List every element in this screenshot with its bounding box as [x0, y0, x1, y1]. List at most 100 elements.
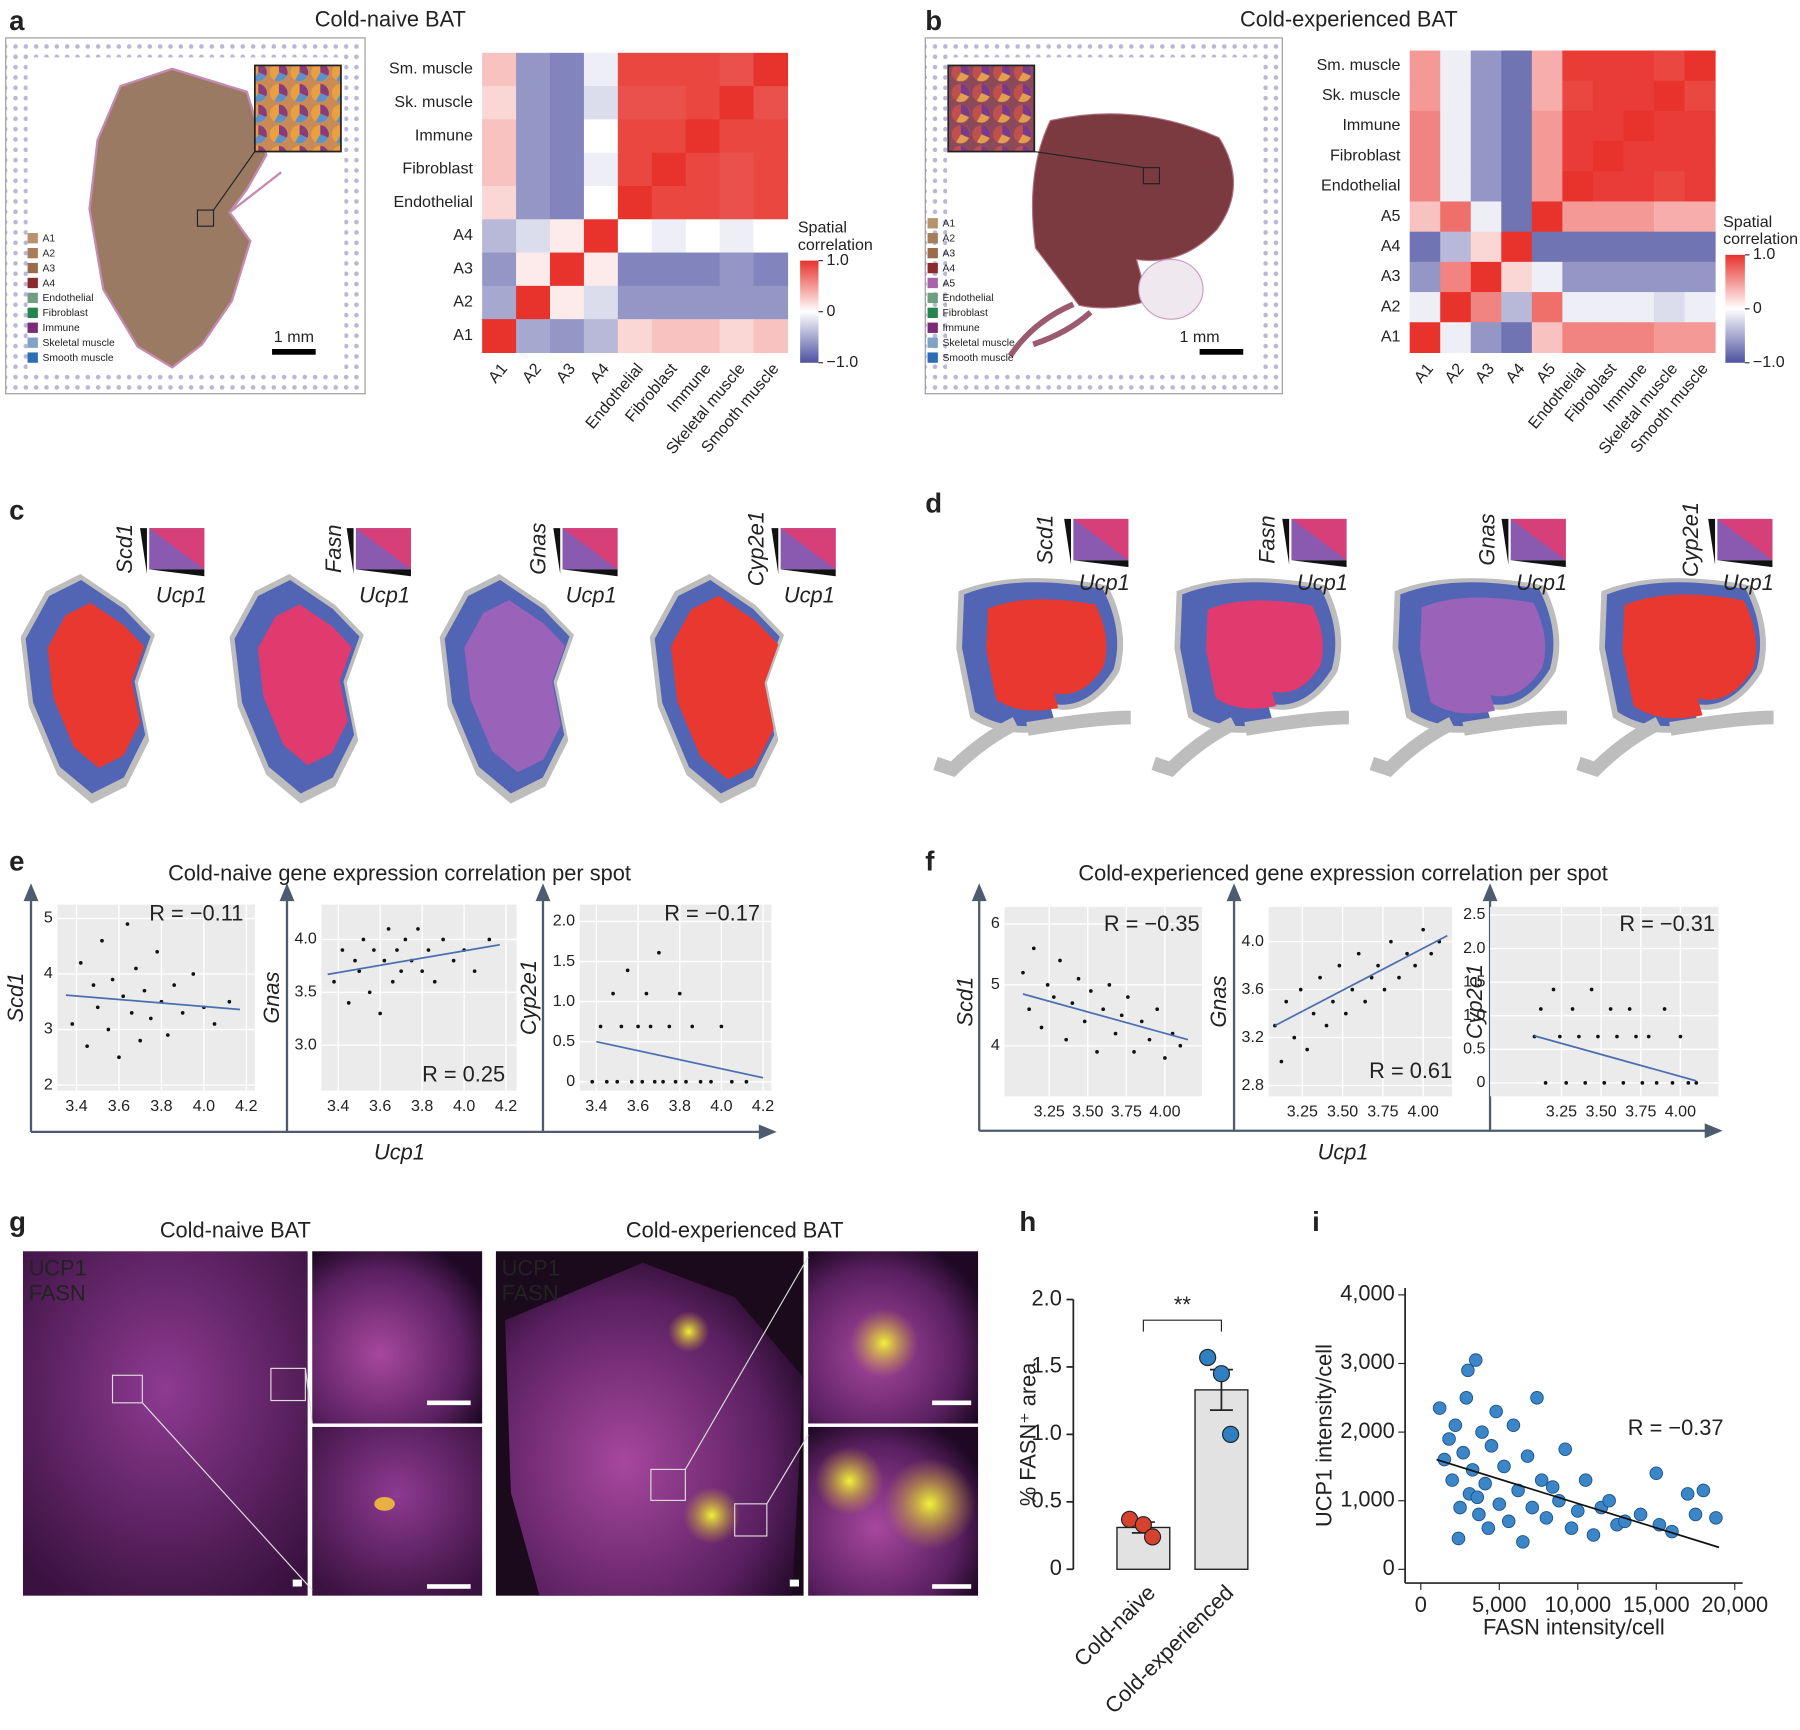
point — [1571, 1504, 1585, 1518]
heatmap-cell — [617, 119, 653, 154]
point — [1543, 1081, 1548, 1085]
heatmap-cell — [1501, 322, 1533, 354]
point — [420, 969, 424, 974]
heatmap-cell — [550, 219, 585, 254]
color-key — [1064, 518, 1072, 565]
legend-label: Fibroblast — [942, 308, 987, 319]
x-tick-label: 10,000 — [1544, 1592, 1611, 1617]
point — [648, 1024, 653, 1029]
point — [1089, 989, 1093, 993]
colorbar-tick-label: −1.0 — [1753, 353, 1785, 371]
point — [1570, 1007, 1575, 1011]
point — [1445, 1473, 1459, 1487]
point — [1119, 1013, 1124, 1018]
heatmap-cell — [1684, 292, 1716, 323]
point — [1456, 1445, 1470, 1460]
heatmap-cell — [719, 185, 755, 220]
point — [611, 991, 615, 996]
fit-line — [1022, 993, 1189, 1041]
heatmap-cell — [1592, 231, 1625, 263]
heatmap-cell — [1501, 231, 1533, 263]
heatmap-cell — [1653, 80, 1686, 112]
r-label: R = −0.31 — [1619, 911, 1715, 936]
heatmap-cell — [482, 319, 517, 354]
heatmap-cell — [1440, 141, 1472, 172]
heatmap-cell — [1653, 171, 1686, 203]
color-key — [149, 569, 205, 577]
gene-label: Fasn — [1254, 515, 1279, 563]
heatmap-cell — [482, 52, 517, 87]
heatmap-cell — [583, 319, 619, 354]
row-label: Fibroblast — [402, 160, 473, 178]
legend-label: A4 — [942, 263, 955, 274]
heatmap-cell — [550, 152, 585, 187]
point — [1670, 1081, 1675, 1085]
y-tick-label: 4.0 — [294, 930, 316, 948]
legend-swatch — [927, 322, 938, 333]
heatmap-cell — [685, 52, 721, 87]
legend-label: A2 — [942, 234, 955, 245]
gene-label: Ucp1 — [566, 583, 617, 608]
color-key — [562, 569, 618, 577]
heatmap-cell — [719, 319, 755, 354]
point — [1481, 1521, 1496, 1535]
point — [1222, 1425, 1240, 1443]
heatmap-cell — [1562, 80, 1594, 112]
heatmap-cell — [1623, 201, 1655, 233]
point — [346, 1001, 351, 1005]
point — [1107, 983, 1112, 987]
legend-label: Smooth muscle — [42, 353, 113, 364]
point — [395, 948, 399, 952]
color-key — [771, 528, 779, 574]
panel-title: Cold-naive BAT — [315, 6, 466, 31]
point — [1640, 1081, 1645, 1085]
fit-line — [1534, 1035, 1697, 1082]
row-label: A2 — [1381, 297, 1401, 315]
map-red — [670, 595, 779, 780]
heatmap-cell — [516, 86, 551, 120]
heatmap-cell — [1592, 292, 1625, 323]
point — [148, 1016, 153, 1021]
x-tick-label: 4.2 — [752, 1097, 774, 1115]
point — [661, 1079, 665, 1084]
column-label: A5 — [1533, 360, 1559, 387]
y-tick-label: 0.5 — [553, 1032, 575, 1050]
y-axis-label: Scd1 — [3, 973, 28, 1023]
heatmap-cell — [1653, 50, 1686, 82]
spatial-map — [1151, 578, 1349, 778]
colorbar-tick-label: 0 — [827, 302, 836, 320]
point — [1163, 1056, 1167, 1060]
heatmap-cell — [1531, 322, 1563, 354]
y-tick-label: 0.5 — [1032, 1488, 1062, 1513]
heatmap-cell — [1470, 141, 1502, 172]
point — [1558, 1034, 1562, 1039]
heatmap-cell — [516, 119, 551, 154]
point — [1318, 975, 1322, 980]
point — [1564, 1081, 1569, 1085]
heatmap-cell — [1623, 231, 1655, 263]
y-tick-label: 0 — [1383, 1555, 1395, 1580]
significance-bracket — [1142, 1319, 1223, 1332]
heatmap-cell — [1562, 231, 1594, 263]
legend-swatch — [27, 262, 38, 274]
row-label: Sk. muscle — [1322, 86, 1401, 104]
heatmap-cell — [1501, 292, 1533, 323]
y-tick-label: 1.0 — [1463, 1006, 1485, 1024]
point — [1602, 1081, 1607, 1085]
heatmap-cell — [1440, 322, 1472, 354]
point — [598, 1024, 603, 1029]
color-key — [355, 569, 411, 577]
heatmap-cell — [482, 119, 517, 154]
point — [1475, 1425, 1489, 1439]
legend-swatch — [927, 277, 938, 289]
y-tick-label: 4 — [991, 1036, 1000, 1054]
legend-label: A3 — [42, 263, 55, 274]
heatmap-cell — [1562, 110, 1594, 142]
x-tick-label: 4.0 — [710, 1097, 732, 1115]
heatmap-cell — [1653, 231, 1686, 263]
y-tick-label: 1.5 — [553, 952, 575, 970]
heatmap-cell — [550, 86, 585, 120]
point — [95, 1005, 100, 1010]
point — [357, 969, 362, 974]
point — [1132, 1050, 1136, 1054]
